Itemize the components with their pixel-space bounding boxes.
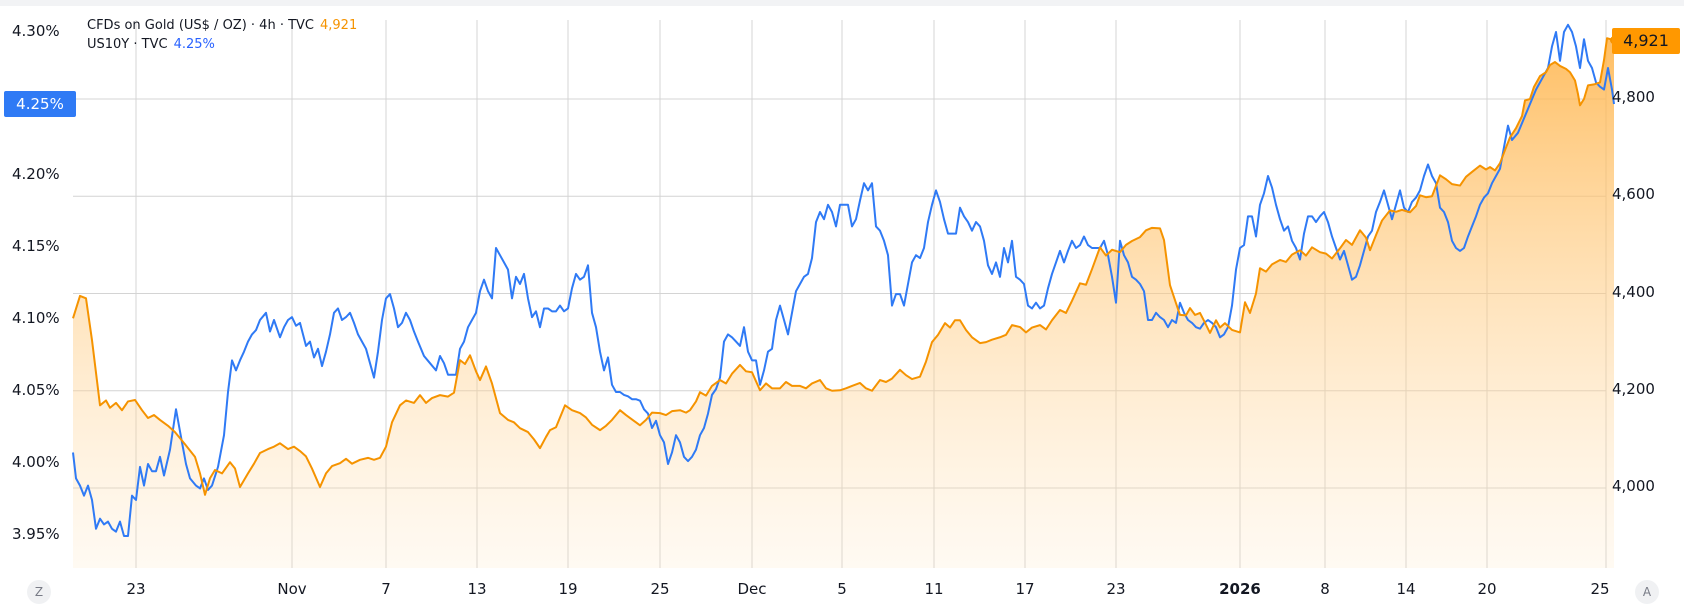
- right-axis-label: 4,400: [1612, 283, 1655, 301]
- right-axis-label: 4,200: [1612, 380, 1655, 398]
- legend-us10y-value: 4.25%: [173, 37, 215, 52]
- legend: CFDs on Gold (US$ / OZ) · 4h · TVC 4,921 …: [87, 16, 357, 54]
- left-axis-label: 4.20%: [12, 165, 60, 183]
- time-axis-label: 11: [924, 580, 944, 598]
- left-axis-label: 4.00%: [12, 453, 60, 471]
- time-axis-label: 20: [1477, 580, 1497, 598]
- time-axis-label: 8: [1320, 580, 1330, 598]
- legend-gold[interactable]: CFDs on Gold (US$ / OZ) · 4h · TVC 4,921: [87, 16, 357, 35]
- left-scale-toggle-button[interactable]: Z: [27, 580, 51, 604]
- left-axis-label: 4.05%: [12, 381, 60, 399]
- legend-us10y[interactable]: US10Y · TVC 4.25%: [87, 35, 357, 54]
- time-axis-label: 23: [1106, 580, 1126, 598]
- time-axis-label: 5: [837, 580, 847, 598]
- time-axis-label: 23: [126, 580, 146, 598]
- right-axis-label: 4,000: [1612, 477, 1655, 495]
- time-axis-label: 19: [558, 580, 578, 598]
- gold-price-badge: 4,921: [1612, 28, 1680, 54]
- us10y-price-badge: 4.25%: [4, 91, 76, 117]
- time-axis-label-year: 2026: [1219, 580, 1261, 598]
- right-axis-label: 4,800: [1612, 88, 1655, 106]
- legend-us10y-title: US10Y · TVC: [87, 37, 168, 52]
- time-axis-label: Dec: [737, 580, 767, 598]
- right-axis-label: 4,600: [1612, 185, 1655, 203]
- left-axis-label: 3.95%: [12, 525, 60, 543]
- time-axis-label: 25: [650, 580, 670, 598]
- us10y-line: [72, 23, 1615, 537]
- legend-gold-title: CFDs on Gold (US$ / OZ) · 4h · TVC: [87, 18, 314, 33]
- gold-line: [72, 37, 1615, 496]
- time-axis-label: 17: [1015, 580, 1035, 598]
- time-axis-label: 7: [381, 580, 391, 598]
- top-border: [0, 0, 1684, 6]
- time-axis-label: Nov: [277, 580, 307, 598]
- gold-area-fill: [73, 38, 1614, 568]
- legend-gold-value: 4,921: [320, 18, 358, 33]
- time-axis-label: 14: [1396, 580, 1416, 598]
- left-axis-label: 4.10%: [12, 309, 60, 327]
- time-axis-label: 25: [1590, 580, 1610, 598]
- auto-scale-button[interactable]: A: [1635, 580, 1659, 604]
- time-axis-label: 13: [467, 580, 487, 598]
- left-axis-label: 4.30%: [12, 22, 60, 40]
- left-axis-label: 4.15%: [12, 237, 60, 255]
